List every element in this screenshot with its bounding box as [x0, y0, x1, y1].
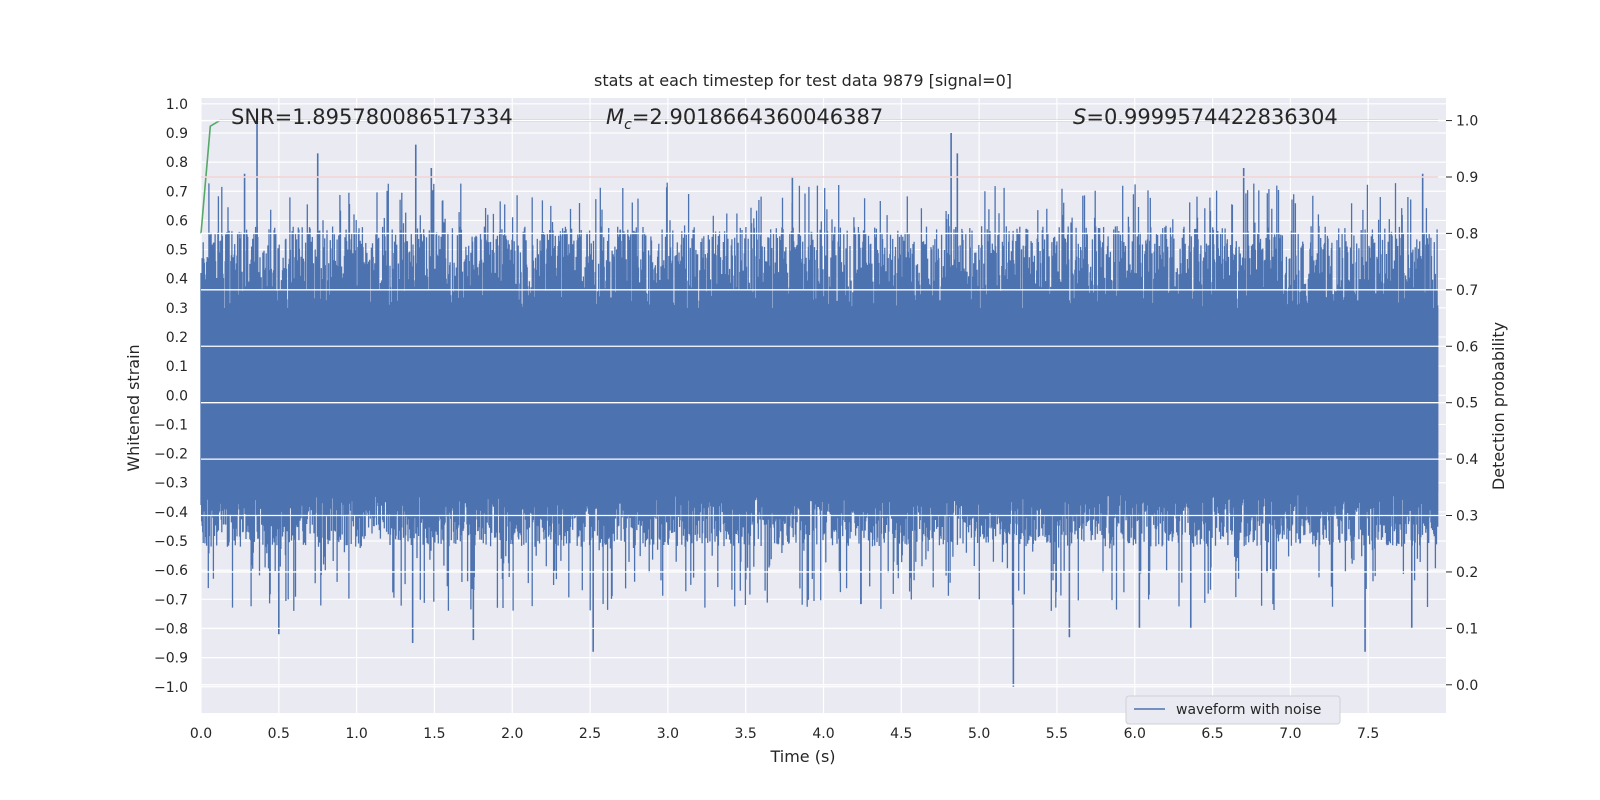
score-annotation: S=0.9999574422836304 [1073, 105, 1338, 129]
score-symbol: S [1073, 105, 1086, 129]
y-tick-label: 0.2 [166, 330, 188, 346]
x-tick-label: 6.0 [1124, 726, 1146, 742]
x-tick-label: 6.5 [1201, 726, 1223, 742]
y-tick-label: −0.9 [154, 651, 188, 667]
y-axis-ticks: 1.0 0.9 0.8 0.7 0.6 0.5 0.4 0.3 0.2 0.1 0.0 −0.1 −0.… [154, 97, 188, 696]
y-right-axis-ticks: 1.0 0.9 0.8 0.7 0.6 0.5 0.4 0.3 0.2 0.1 0.0 [1446, 114, 1478, 694]
x-tick-label: 0.5 [268, 726, 290, 742]
legend: waveform with noise [1125, 695, 1341, 725]
y-right-tick-label: 0.1 [1456, 621, 1478, 637]
y-tick-label: −0.1 [154, 417, 188, 433]
y-right-tick-label: 0.5 [1456, 396, 1478, 412]
x-tick-label: 5.0 [968, 726, 990, 742]
x-tick-label: 7.5 [1357, 726, 1379, 742]
y-right-tick-label: 0.8 [1456, 226, 1478, 242]
x-tick-label: 4.5 [890, 726, 912, 742]
y-right-tick-label: 0.7 [1456, 283, 1478, 299]
waveform-core [201, 307, 1439, 492]
x-tick-label: 3.5 [735, 726, 757, 742]
y-tick-label: −0.6 [154, 563, 188, 579]
right-axis-grid [201, 119, 1446, 686]
y-tick-label: 0.5 [166, 243, 188, 259]
x-axis-ticks: 0.0 0.5 1.0 1.5 2.0 2.5 3.0 3.5 4.0 4.5 5.0 5.5 6.0 6… [190, 726, 1379, 742]
x-tick-label: 4.0 [812, 726, 834, 742]
y-tick-label: 1.0 [166, 97, 188, 113]
x-tick-label: 3.0 [657, 726, 679, 742]
x-tick-label: 1.0 [345, 726, 367, 742]
y-right-tick-label: 0.6 [1456, 339, 1478, 355]
legend-box [1125, 695, 1341, 725]
y-tick-label: 0.7 [166, 184, 188, 200]
y-tick-label: 0.4 [166, 272, 188, 288]
y-right-tick-label: 0.3 [1456, 509, 1478, 525]
x-axis-label: Time (s) [769, 747, 835, 766]
chart-title: stats at each timestep for test data 987… [594, 71, 1012, 90]
x-tick-label: 7.0 [1279, 726, 1301, 742]
y-right-tick-label: 0.0 [1456, 678, 1478, 694]
chirp-mass-symbol: M [606, 105, 624, 129]
y-right-axis-label: Detection probability [1489, 322, 1508, 490]
snr-annotation: SNR=1.895780086517334 [231, 105, 513, 129]
y-tick-label: −0.8 [154, 621, 188, 637]
x-tick-label: 1.5 [423, 726, 445, 742]
y-tick-label: −1.0 [154, 680, 188, 696]
x-tick-label: 2.0 [501, 726, 523, 742]
y-axis-label: Whitened strain [124, 344, 143, 471]
chirp-mass-value: =2.9018664360046387 [632, 105, 883, 129]
y-tick-label: 0.3 [166, 301, 188, 317]
y-right-tick-label: 0.9 [1456, 170, 1478, 186]
y-tick-label: 0.6 [166, 213, 188, 229]
y-tick-label: 0.9 [166, 126, 188, 142]
x-tick-label: 5.5 [1046, 726, 1068, 742]
y-right-tick-label: 0.2 [1456, 565, 1478, 581]
x-tick-label: 0.0 [190, 726, 212, 742]
y-tick-label: 0.1 [166, 359, 188, 375]
y-tick-label: −0.5 [154, 534, 188, 550]
y-tick-label: −0.7 [154, 592, 188, 608]
y-tick-label: 0.0 [166, 388, 188, 404]
waveform-series [200, 115, 1439, 687]
chirp-mass-annotation: Mc=2.9018664360046387 [606, 105, 883, 133]
y-right-tick-label: 0.4 [1456, 452, 1478, 468]
y-tick-label: −0.3 [154, 476, 188, 492]
y-tick-label: 0.8 [166, 155, 188, 171]
y-right-tick-label: 1.0 [1456, 114, 1478, 130]
chirp-mass-subscript: c [624, 117, 632, 133]
y-tick-label: −0.2 [154, 447, 188, 463]
x-tick-label: 2.5 [579, 726, 601, 742]
y-tick-label: −0.4 [154, 505, 188, 521]
score-value: =0.9999574422836304 [1086, 105, 1337, 129]
legend-label: waveform with noise [1176, 702, 1321, 718]
